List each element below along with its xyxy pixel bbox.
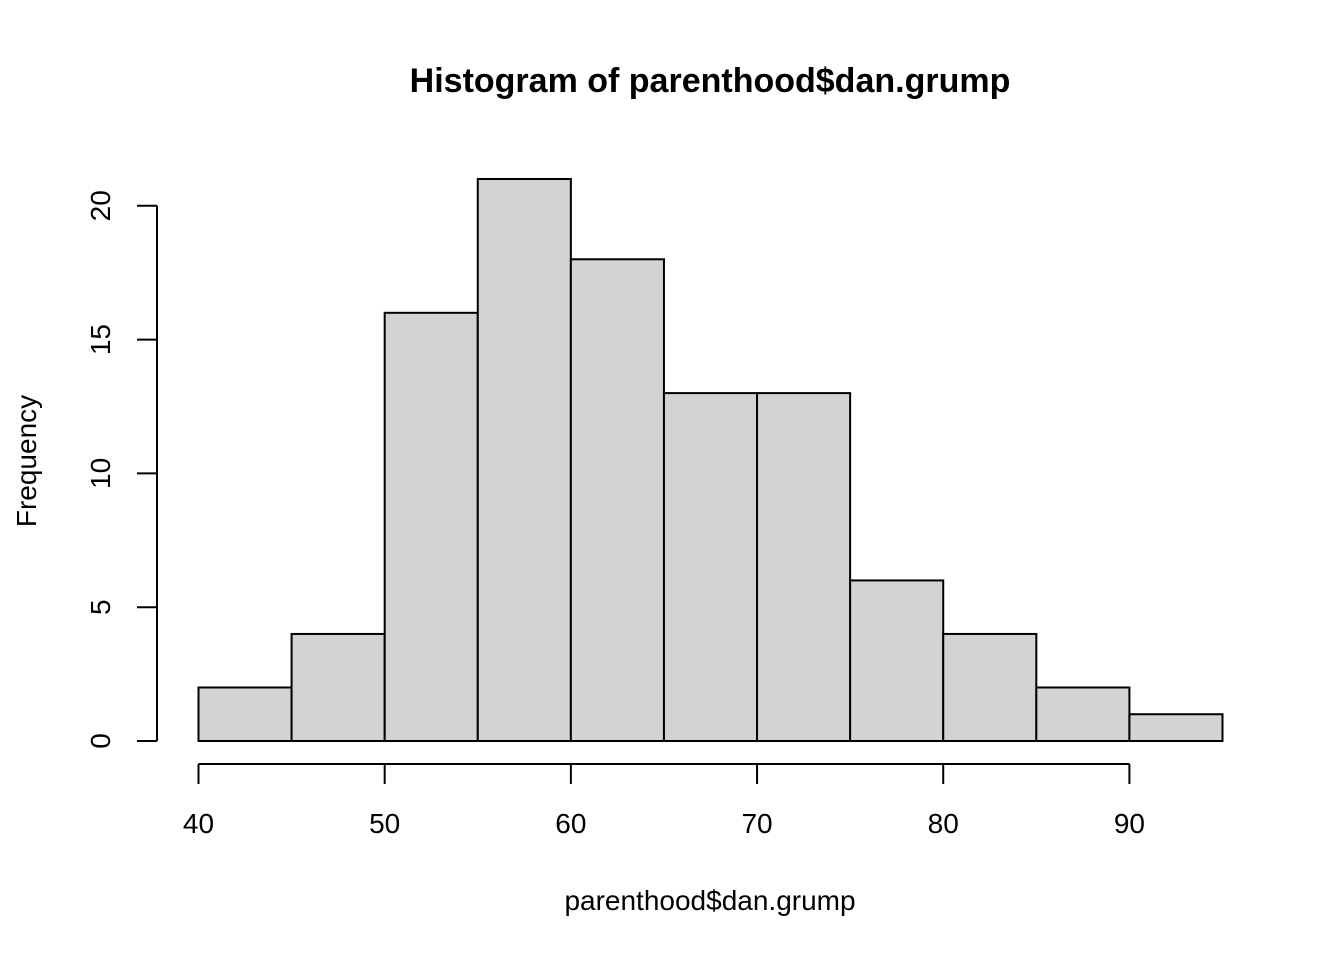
histogram-bar-1 bbox=[290, 632, 386, 743]
x-tick-label-2: 60 bbox=[555, 808, 586, 839]
histogram-bar-7 bbox=[849, 579, 945, 743]
histogram-bar-10 bbox=[1128, 713, 1224, 743]
chart-title: Histogram of parenthood$dan.grump bbox=[410, 62, 1011, 100]
histogram-bar-4 bbox=[569, 258, 665, 742]
histogram-bar-9 bbox=[1035, 686, 1131, 743]
x-axis-label: parenthood$dan.grump bbox=[564, 885, 855, 916]
y-tick-label-1: 5 bbox=[85, 599, 116, 615]
bars-group bbox=[197, 178, 1224, 743]
y-tick-label-3: 15 bbox=[85, 324, 116, 355]
histogram-bar-0 bbox=[197, 686, 293, 743]
x-tick-label-4: 80 bbox=[928, 808, 959, 839]
y-tick-label-2: 10 bbox=[85, 458, 116, 489]
histogram-bar-5 bbox=[662, 392, 759, 742]
y-tick-label-4: 20 bbox=[85, 190, 116, 221]
y-axis-label: Frequency bbox=[11, 395, 42, 527]
y-tick-label-0: 0 bbox=[85, 733, 116, 749]
x-tick-label-5: 90 bbox=[1114, 808, 1145, 839]
histogram-bar-2 bbox=[383, 311, 479, 742]
histogram-bar-3 bbox=[476, 178, 572, 742]
x-tick-label-3: 70 bbox=[741, 808, 772, 839]
x-axis: 40 50 60 70 80 90 bbox=[183, 763, 1145, 839]
x-tick-label-1: 50 bbox=[369, 808, 400, 839]
histogram-bar-8 bbox=[942, 632, 1038, 743]
y-axis: 0 5 10 15 20 bbox=[85, 190, 158, 749]
histogram-bar-6 bbox=[756, 392, 852, 742]
x-tick-label-0: 40 bbox=[183, 808, 214, 839]
